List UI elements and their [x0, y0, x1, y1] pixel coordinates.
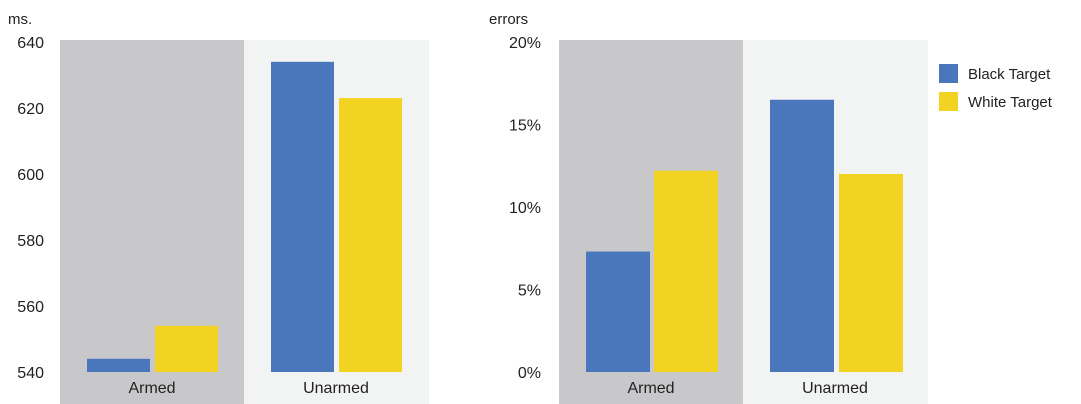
bar-black-target-unarmed	[770, 99, 834, 372]
bar-black-target-armed	[586, 251, 650, 372]
y-tick-label: 540	[17, 365, 44, 382]
bar-white-target-armed	[654, 170, 718, 372]
y-tick-label: 640	[17, 35, 44, 52]
legend-swatch-white-target	[939, 92, 958, 111]
category-label-unarmed: Unarmed	[303, 380, 369, 397]
bar-white-target-unarmed	[839, 174, 903, 372]
bar-white-target-unarmed	[339, 98, 402, 372]
reaction-time-chart: ms. 540 560 580 600 620 640 Armed Unarmed	[8, 11, 429, 404]
legend-label-black-target: Black Target	[968, 66, 1051, 83]
legend-swatch-black-target	[939, 64, 958, 83]
bars	[586, 99, 903, 372]
error-rate-chart: errors 0% 5% 10% 15% 20% Armed Unarmed	[489, 11, 928, 404]
y-tick-label: 5%	[518, 283, 541, 300]
bar-black-target-armed	[87, 358, 150, 372]
y-axis-ticks: 540 560 580 600 620 640	[17, 35, 44, 382]
bar-black-target-unarmed	[271, 61, 334, 373]
y-tick-label: 20%	[509, 35, 541, 52]
category-label-armed: Armed	[627, 380, 674, 397]
legend: Black Target White Target	[939, 64, 1053, 111]
y-tick-label: 560	[17, 299, 44, 316]
bars	[87, 61, 402, 373]
y-tick-label: 0%	[518, 365, 541, 382]
y-tick-label: 580	[17, 233, 44, 250]
y-tick-label: 600	[17, 167, 44, 184]
category-label-armed: Armed	[128, 380, 175, 397]
y-unit-label: ms.	[8, 11, 32, 28]
category-label-unarmed: Unarmed	[802, 380, 868, 397]
y-tick-label: 10%	[509, 200, 541, 217]
y-unit-label: errors	[489, 11, 528, 28]
y-tick-label: 620	[17, 101, 44, 118]
bar-white-target-armed	[155, 325, 218, 372]
legend-label-white-target: White Target	[968, 94, 1053, 111]
y-tick-label: 15%	[509, 118, 541, 135]
y-axis-ticks: 0% 5% 10% 15% 20%	[509, 35, 541, 382]
